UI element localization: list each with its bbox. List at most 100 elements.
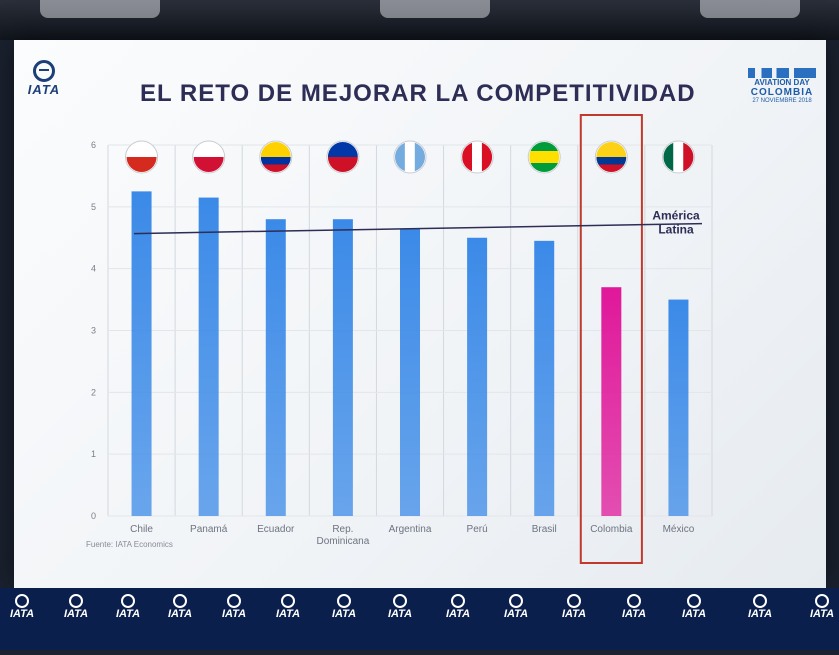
- flag-stripe: [260, 142, 291, 157]
- bar-argentina: [400, 228, 420, 516]
- globe-icon: [15, 594, 29, 608]
- x-tick-label: Brasil: [532, 524, 557, 535]
- footer-iata-logo: IATA: [212, 594, 256, 620]
- y-tick-label: 2: [91, 387, 96, 397]
- bar-panam-: [198, 197, 219, 516]
- x-tick-label: Perú: [467, 524, 488, 535]
- footer-iata-text: IATA: [621, 608, 647, 620]
- footer-iata-text: IATA: [115, 608, 141, 620]
- iata-logo: IATA: [14, 60, 74, 97]
- footer-iata-logo: IATA: [436, 594, 480, 620]
- globe-icon: [69, 594, 83, 608]
- slide-title: EL RETO DE MEJORAR LA COMPETITIVIDAD: [140, 80, 696, 107]
- ceiling-light: [40, 0, 160, 18]
- globe-icon: [509, 594, 523, 608]
- footer-iata-logo: IATA: [322, 594, 366, 620]
- globe-icon: [567, 594, 581, 608]
- footer-iata-text: IATA: [331, 608, 357, 620]
- x-tick-label: Colombia: [590, 524, 633, 535]
- reference-line: [133, 222, 703, 235]
- flag-stripe: [327, 142, 358, 157]
- footer-iata-text: IATA: [167, 608, 193, 620]
- footer-iata-logo: IATA: [158, 594, 202, 620]
- y-tick-label: 4: [91, 264, 96, 274]
- flag-stripe: [673, 142, 684, 172]
- globe-icon: [627, 594, 641, 608]
- flag-stripe: [395, 142, 405, 172]
- ceiling-light: [700, 0, 800, 18]
- y-tick-label: 1: [91, 449, 96, 459]
- globe-icon: [451, 594, 465, 608]
- flag-stripe: [596, 157, 627, 165]
- y-tick-label: 5: [91, 202, 96, 212]
- event-logo: AVIATION DAY COLOMBIA 27 NOVIEMBRE 2018: [748, 68, 816, 104]
- flag-stripe: [596, 164, 627, 172]
- flag-stripe: [529, 163, 560, 172]
- footer-iata-text: IATA: [387, 608, 413, 620]
- globe-icon: [815, 594, 829, 608]
- flag-stripe: [260, 157, 291, 165]
- bar-m-xico: [668, 299, 689, 516]
- footer-iata-text: IATA: [221, 608, 247, 620]
- footer-iata-text: IATA: [809, 608, 835, 620]
- bar-rep-dominicana: [332, 219, 353, 516]
- footer-iata-logo: IATA: [612, 594, 656, 620]
- bar-brasil: [534, 240, 555, 516]
- ceiling: [0, 0, 839, 40]
- event-logo-line3: 27 NOVIEMBRE 2018: [752, 98, 812, 104]
- globe-icon: [227, 594, 241, 608]
- footer-iata-logo: IATA: [494, 594, 538, 620]
- flag-stripe: [327, 157, 358, 172]
- iata-logo-text: IATA: [27, 82, 61, 97]
- flag-stripe: [193, 157, 224, 172]
- flag-stripe: [529, 151, 560, 163]
- footer-iata-logo: IATA: [672, 594, 716, 620]
- skyline-icon: [748, 68, 816, 78]
- globe-icon: [33, 60, 55, 82]
- x-tick-label: Rep. Dominicana: [316, 524, 369, 547]
- flag-stripe: [529, 142, 560, 151]
- flag-stripe: [481, 142, 493, 172]
- globe-icon: [687, 594, 701, 608]
- bar-colombia: [601, 287, 622, 516]
- y-tick-label: 0: [91, 511, 96, 521]
- bar-chile: [131, 191, 152, 516]
- highlight-box: [579, 114, 643, 564]
- footer-iata-text: IATA: [275, 608, 301, 620]
- flag-stripe: [260, 164, 291, 172]
- footer-iata-logo: IATA: [0, 594, 44, 620]
- globe-icon: [281, 594, 295, 608]
- footer-iata-text: IATA: [747, 608, 773, 620]
- reference-line-label: América Latina: [652, 209, 700, 237]
- footer-iata-text: IATA: [63, 608, 89, 620]
- footer-iata-logo: IATA: [738, 594, 782, 620]
- flag-stripe: [663, 142, 674, 172]
- flag-stripe: [462, 142, 473, 172]
- bar-ecuador: [265, 219, 286, 516]
- y-tick-label: 3: [91, 326, 96, 336]
- footer-banner: IATA IATA IATA IATA IATA IATA IATA IATA IATA IATA…: [0, 588, 839, 650]
- x-tick-label: México: [663, 524, 695, 535]
- bar-per-: [467, 237, 488, 516]
- flag-stripe: [683, 142, 694, 172]
- footer-iata-text: IATA: [445, 608, 471, 620]
- globe-icon: [393, 594, 407, 608]
- globe-icon: [173, 594, 187, 608]
- footer-iata-logo: IATA: [552, 594, 596, 620]
- footer-iata-text: IATA: [9, 608, 35, 620]
- flag-stripe: [193, 142, 224, 157]
- flag-stripe: [472, 142, 482, 172]
- footer-iata-logo: IATA: [378, 594, 422, 620]
- x-tick-label: Argentina: [389, 524, 432, 535]
- footer-iata-text: IATA: [561, 608, 587, 620]
- x-tick-label: Panamá: [190, 524, 228, 535]
- flag-stripe: [596, 142, 627, 157]
- footer-iata-logo: IATA: [106, 594, 150, 620]
- flag-stripe: [414, 142, 425, 172]
- globe-icon: [753, 594, 767, 608]
- event-logo-line2: COLOMBIA: [750, 87, 814, 98]
- footer-iata-logo: IATA: [800, 594, 839, 620]
- footer-iata-text: IATA: [681, 608, 707, 620]
